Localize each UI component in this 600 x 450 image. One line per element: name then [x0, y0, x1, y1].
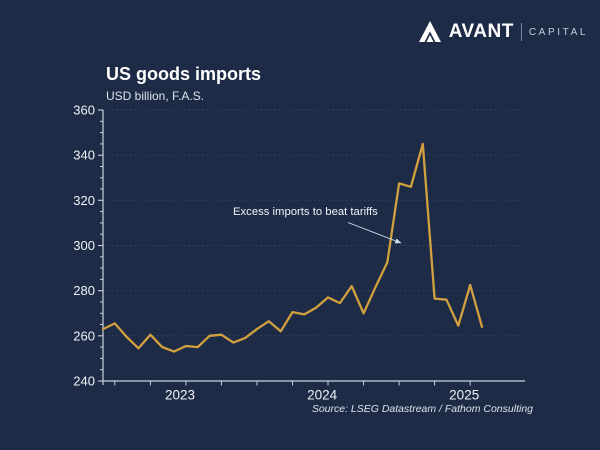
chart-header: US goods imports USD billion, F.A.S. [106, 64, 261, 103]
x-tick-label: 2023 [165, 388, 195, 403]
source-note: Source: LSEG Datastream / Fathom Consult… [312, 403, 533, 415]
imports-line [101, 142, 484, 353]
y-tick-label: 260 [73, 328, 95, 343]
y-tick-label: 300 [73, 238, 95, 253]
y-tick-label: 280 [73, 283, 95, 298]
annotation-arrow [347, 222, 402, 244]
mountain-inner-peak [426, 35, 434, 42]
y-tick-label: 340 [73, 148, 95, 163]
brand-logo: AVANT CAPITAL [418, 20, 588, 43]
y-tick-label: 320 [73, 193, 95, 208]
y-tick-label: 360 [73, 103, 95, 118]
mountain-icon [418, 21, 441, 42]
annotation-label: Excess imports to beat tariffs [233, 206, 378, 218]
brand-name: AVANT [448, 21, 514, 42]
brand-divider [520, 22, 522, 41]
x-tick-label: 2024 [307, 388, 338, 403]
mountain-outline [418, 21, 441, 42]
page-subtitle: USD billion, F.A.S. [106, 88, 205, 103]
y-tick-label: 240 [73, 374, 95, 389]
plot-area: 240 260 280 300 320 340 360 2023 2024 2025 [73, 103, 525, 403]
brand-suffix: CAPITAL [528, 26, 588, 38]
x-tick-label: 2025 [449, 388, 479, 403]
page-title: US goods imports [106, 64, 262, 84]
